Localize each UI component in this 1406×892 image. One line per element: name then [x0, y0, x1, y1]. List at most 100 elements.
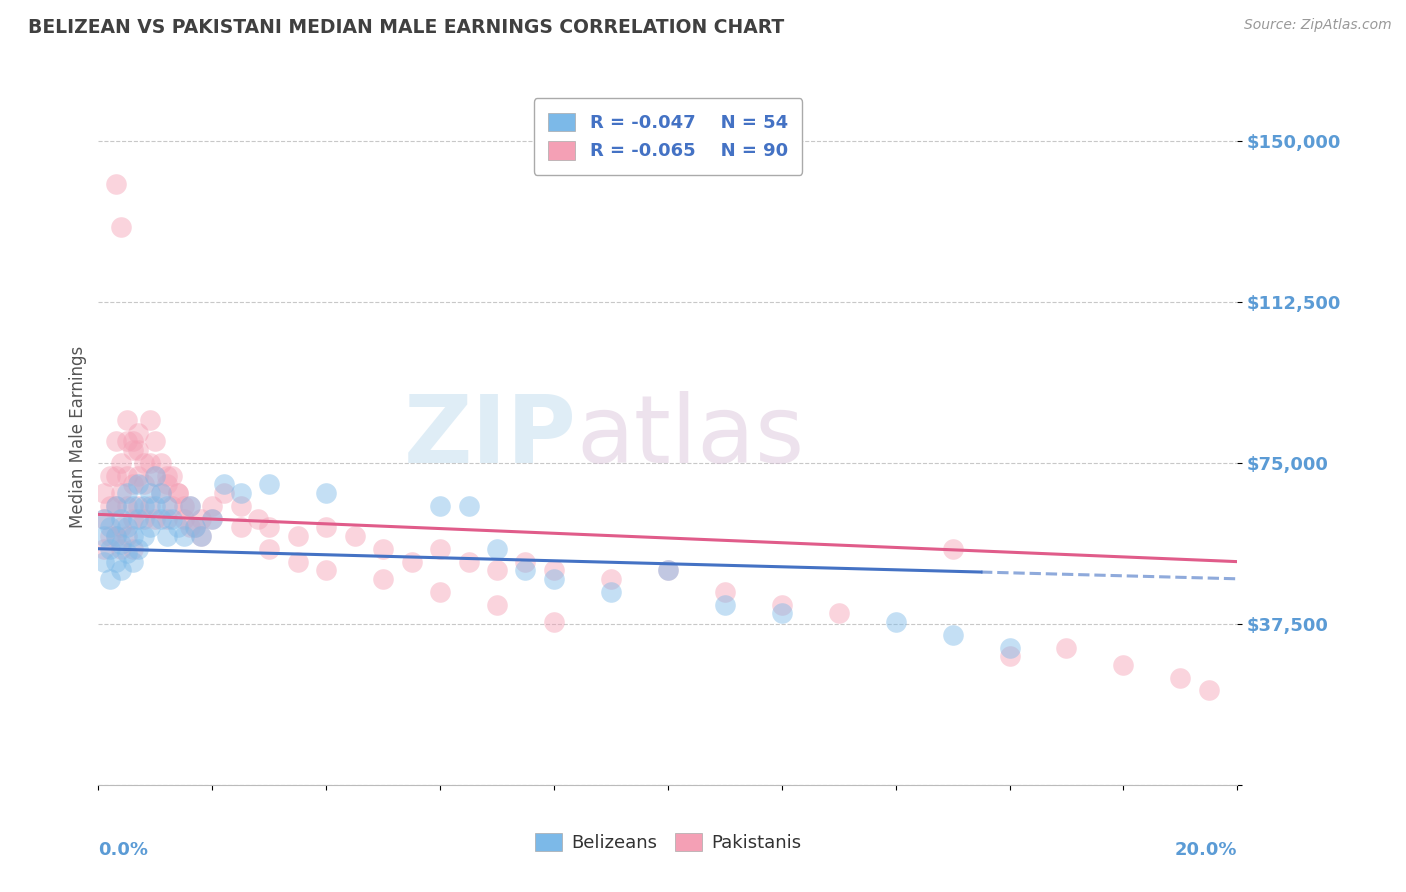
Point: [121, 434, 143, 449]
Point: [132, 456, 155, 470]
Point: [98, 520, 121, 534]
Text: BELIZEAN VS PAKISTANI MEDIAN MALE EARNINGS CORRELATION CHART: BELIZEAN VS PAKISTANI MEDIAN MALE EARNIN…: [28, 18, 785, 37]
Point: [93, 541, 115, 556]
Point: [98, 468, 121, 483]
Point: [98, 541, 121, 556]
Point: [657, 563, 679, 577]
Point: [156, 499, 179, 513]
Point: [543, 572, 565, 586]
Point: [132, 499, 155, 513]
Text: atlas: atlas: [576, 391, 806, 483]
Point: [179, 520, 201, 534]
Point: [201, 511, 224, 525]
Point: [259, 520, 281, 534]
Point: [190, 511, 212, 525]
Point: [714, 584, 737, 599]
Y-axis label: Median Male Earnings: Median Male Earnings: [69, 346, 87, 528]
Point: [246, 511, 269, 525]
Point: [229, 486, 252, 500]
Point: [104, 499, 127, 513]
Point: [429, 541, 451, 556]
Point: [93, 511, 115, 525]
Point: [110, 537, 132, 551]
Point: [150, 511, 173, 525]
Point: [138, 486, 160, 500]
Point: [156, 477, 179, 491]
Point: [132, 529, 155, 543]
Point: [600, 584, 623, 599]
Point: [110, 520, 132, 534]
Point: [110, 563, 132, 577]
Point: [543, 563, 565, 577]
Point: [343, 529, 366, 543]
Point: [167, 520, 190, 534]
Point: [173, 499, 195, 513]
Point: [93, 486, 115, 500]
Point: [127, 511, 149, 525]
Point: [121, 541, 143, 556]
Point: [150, 456, 173, 470]
Point: [150, 486, 173, 500]
Point: [121, 555, 143, 569]
Point: [315, 520, 337, 534]
Point: [110, 511, 132, 525]
Text: ZIP: ZIP: [404, 391, 576, 483]
Point: [429, 499, 451, 513]
Point: [457, 555, 479, 569]
Point: [486, 598, 509, 612]
Point: [515, 563, 537, 577]
Point: [229, 520, 252, 534]
Point: [145, 499, 167, 513]
Point: [127, 477, 149, 491]
Point: [156, 468, 179, 483]
Point: [115, 413, 138, 427]
Point: [543, 615, 565, 629]
Text: 20.0%: 20.0%: [1175, 840, 1237, 859]
Point: [156, 511, 179, 525]
Point: [115, 468, 138, 483]
Point: [98, 529, 121, 543]
Point: [115, 520, 138, 534]
Point: [138, 413, 160, 427]
Point: [179, 499, 201, 513]
Point: [315, 563, 337, 577]
Point: [104, 529, 127, 543]
Point: [657, 563, 679, 577]
Point: [1112, 657, 1135, 672]
Legend: Belizeans, Pakistanis: Belizeans, Pakistanis: [527, 826, 808, 859]
Point: [121, 499, 143, 513]
Point: [127, 541, 149, 556]
Point: [1170, 671, 1192, 685]
Point: [145, 468, 167, 483]
Point: [457, 499, 479, 513]
Point: [287, 529, 309, 543]
Point: [145, 511, 167, 525]
Point: [184, 520, 207, 534]
Point: [600, 572, 623, 586]
Point: [173, 529, 195, 543]
Point: [98, 499, 121, 513]
Point: [515, 555, 537, 569]
Point: [93, 529, 115, 543]
Point: [115, 546, 138, 560]
Point: [942, 541, 965, 556]
Point: [145, 434, 167, 449]
Point: [104, 468, 127, 483]
Point: [201, 499, 224, 513]
Point: [167, 486, 190, 500]
Point: [373, 572, 395, 586]
Point: [162, 511, 184, 525]
Point: [1198, 683, 1220, 698]
Point: [229, 499, 252, 513]
Point: [770, 598, 793, 612]
Point: [110, 219, 132, 234]
Point: [401, 555, 423, 569]
Point: [770, 606, 793, 620]
Point: [212, 477, 235, 491]
Point: [132, 477, 155, 491]
Point: [486, 541, 509, 556]
Point: [145, 468, 167, 483]
Point: [315, 486, 337, 500]
Point: [212, 486, 235, 500]
Point: [127, 468, 149, 483]
